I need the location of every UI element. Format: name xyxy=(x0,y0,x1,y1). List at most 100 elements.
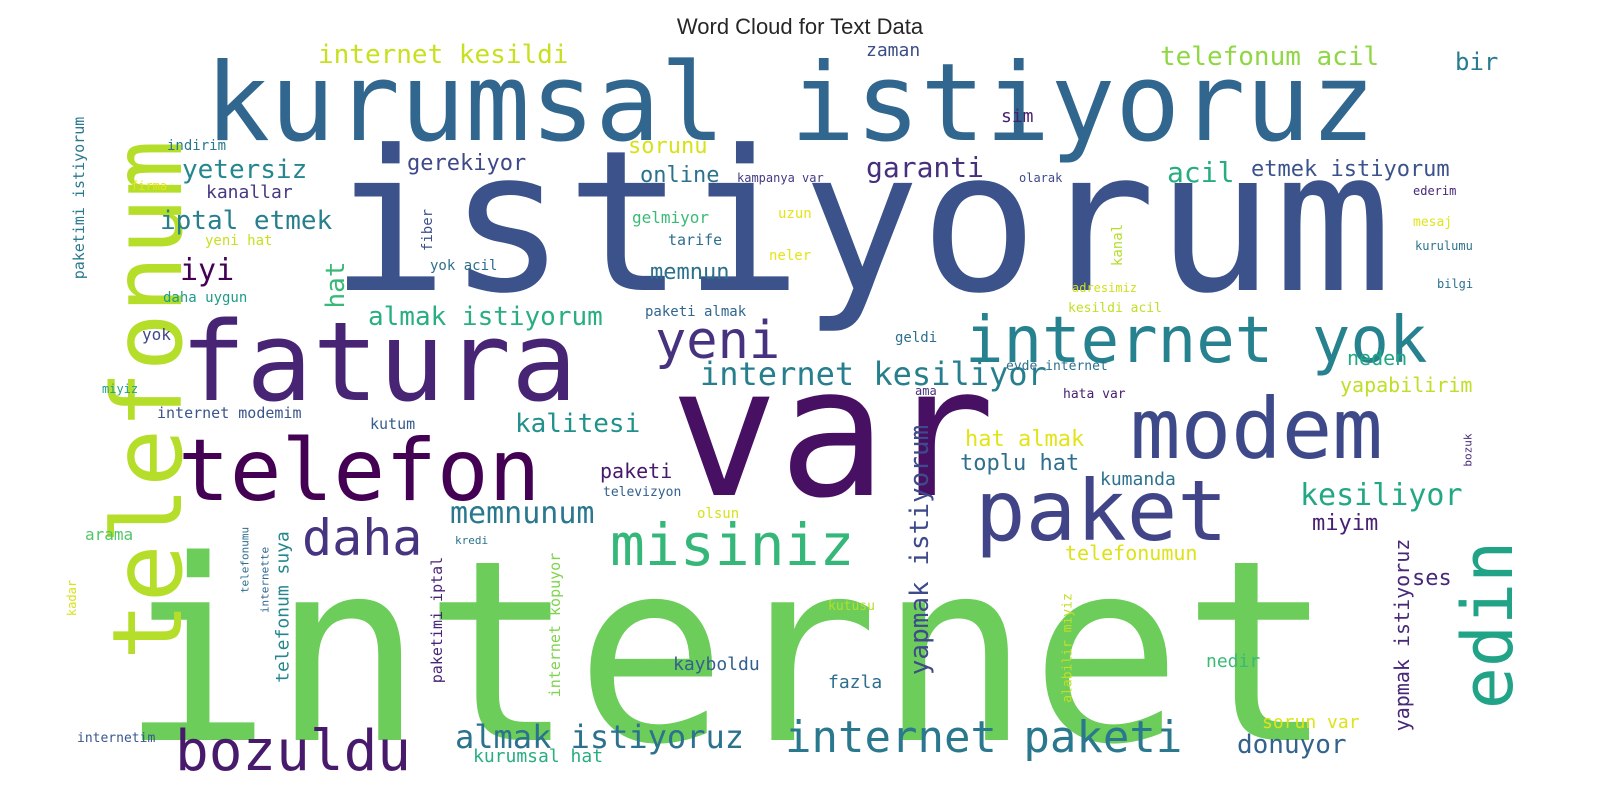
word-daha: daha xyxy=(302,509,422,567)
word-kesildi-acil: kesildi acil xyxy=(1068,301,1162,316)
word-mesaj: mesaj xyxy=(1413,215,1452,230)
word-tarife: tarife xyxy=(668,231,722,249)
word-yetersiz: yetersiz xyxy=(182,155,307,185)
word-telefonumun: telefonumun xyxy=(1065,541,1197,565)
word-internet-modemim: internet modemim xyxy=(157,404,302,422)
word-kutum: kutum xyxy=(370,415,415,433)
word-bilgi: bilgi xyxy=(1437,277,1473,291)
word-memnun: memnun xyxy=(650,260,729,285)
word-neden: neden xyxy=(1347,346,1407,370)
word-paketi-almak: paketi almak xyxy=(645,304,747,320)
word-memnunum: memnunum xyxy=(450,496,595,531)
word-uzun: uzun xyxy=(778,206,812,222)
word-internette: internette xyxy=(259,547,272,613)
word-kanal: kanal xyxy=(1110,224,1126,266)
word-hat-almak: hat almak xyxy=(965,427,1084,452)
word-etmek-istiyorum: etmek istiyorum xyxy=(1251,157,1450,182)
word-edin: edin xyxy=(1447,541,1529,710)
word-paket: paket xyxy=(975,462,1228,560)
word-kampanya-var: kampanya var xyxy=(737,171,824,185)
word-garanti: garanti xyxy=(866,151,984,184)
word-donuyor: donuyor xyxy=(1237,730,1347,760)
word-kurumsal-istiyoruz: kurumsal istiyoruz xyxy=(205,41,1375,166)
word-yok: yok xyxy=(142,325,171,344)
word-modem: modem xyxy=(1130,380,1383,478)
word-yeni: yeni xyxy=(655,311,780,371)
word-fatura: fatura xyxy=(180,298,577,426)
word-internet-kesildi: internet kesildi xyxy=(318,40,568,70)
word-kutusu: kutusu xyxy=(828,599,875,614)
word-yeni-hat: yeni hat xyxy=(205,233,272,249)
word-telefonumu: telefonumu xyxy=(239,527,252,593)
word-paketimi-istiyorum: paketimi istiyorum xyxy=(70,117,88,280)
word-internet-kopuyor: internet kopuyor xyxy=(546,553,564,698)
word-kredi: kredi xyxy=(455,534,488,547)
word-misiniz: misiniz xyxy=(610,511,854,579)
word-iyi: iyi xyxy=(180,253,234,288)
word-telefonum: telefonum xyxy=(92,140,204,660)
word-paketimi-iptal: paketimi iptal xyxy=(428,557,446,683)
word-iptal-etmek: iptal etmek xyxy=(160,206,333,236)
word-toplu-hat: toplu hat xyxy=(960,451,1079,476)
word-internetim: internetim xyxy=(77,731,155,746)
word-var: var xyxy=(670,329,995,538)
word-hata-var: hata var xyxy=(1063,387,1126,402)
word-nedir: nedir xyxy=(1206,651,1260,672)
word-miyim: miyim xyxy=(1312,511,1378,536)
word-yapabilirim: yapabilirim xyxy=(1340,373,1472,397)
word-yapmak-istiyorum: yapmak istiyorum xyxy=(905,425,935,675)
word-kesiliyor: kesiliyor xyxy=(1300,478,1463,513)
word-miyiz: miyiz xyxy=(102,382,138,396)
word-ederim: ederim xyxy=(1413,184,1456,198)
word-geldi: geldi xyxy=(895,330,937,346)
word-yapmak-istiyoruz: yapmak istiyoruz xyxy=(1390,539,1414,732)
word-zaman: zaman xyxy=(866,40,920,61)
word-daha-uygun: daha uygun xyxy=(163,290,247,306)
word-ses: ses xyxy=(1412,566,1452,591)
word-sorunu: sorunu xyxy=(628,134,707,159)
word-almak-istiyorum: almak istiyorum xyxy=(368,302,603,332)
word-arama: arama xyxy=(85,525,133,544)
chart-title: Word Cloud for Text Data xyxy=(676,14,924,39)
word-alabilir-miyiz: alabilir miyiz xyxy=(1061,593,1076,703)
word-sorun-var: sorun var xyxy=(1262,712,1360,733)
word-internet-paketi: internet paketi xyxy=(785,712,1182,763)
word-televizyon: televizyon xyxy=(603,485,681,500)
word-istiyorum: istiyorum xyxy=(330,109,1392,337)
word-ama: ama xyxy=(915,384,937,398)
word-fazla: fazla xyxy=(828,672,882,693)
word-bozuldu: bozuldu xyxy=(175,719,411,784)
word-evde-internet: evde internet xyxy=(1006,359,1108,374)
word-kayboldu: kayboldu xyxy=(673,654,760,675)
word-bozuk: bozuk xyxy=(1462,433,1475,466)
word-online: online xyxy=(640,163,719,188)
word-acil: acil xyxy=(1167,156,1234,189)
word-firma: firma xyxy=(131,179,167,193)
word-olsun: olsun xyxy=(697,506,739,522)
word-internet-yok: internet yok xyxy=(965,304,1427,378)
word-gerekiyor: gerekiyor xyxy=(407,151,526,176)
word-kumanda: kumanda xyxy=(1100,469,1176,490)
word-almak-istiyoruz: almak istiyoruz xyxy=(455,718,744,756)
word-paketi: paketi xyxy=(600,459,672,483)
word-telefonum-suya: telefonum suya xyxy=(273,531,294,683)
word-telefonum-acil: telefonum acil xyxy=(1160,42,1379,72)
word-indirim: indirim xyxy=(167,138,226,154)
word-internet-kesiliyor: internet kesiliyor xyxy=(700,355,1047,393)
word-bir: bir xyxy=(1455,48,1498,76)
word-kalitesi: kalitesi xyxy=(515,409,640,439)
word-sim: sim xyxy=(1001,106,1034,127)
word-hat: hat xyxy=(321,262,351,309)
word-kurumsal-hat: kurumsal hat xyxy=(473,746,603,767)
word-fiber: fiber xyxy=(420,209,436,251)
word-neler: neler xyxy=(769,248,811,264)
word-telefon: telefon xyxy=(178,421,540,521)
word-kanallar: kanallar xyxy=(206,182,293,203)
word-olarak: olarak xyxy=(1019,171,1063,185)
word-gelmiyor: gelmiyor xyxy=(632,208,709,227)
word-kurulumu: kurulumu xyxy=(1415,239,1473,253)
word-yok-acil: yok acil xyxy=(430,258,497,274)
